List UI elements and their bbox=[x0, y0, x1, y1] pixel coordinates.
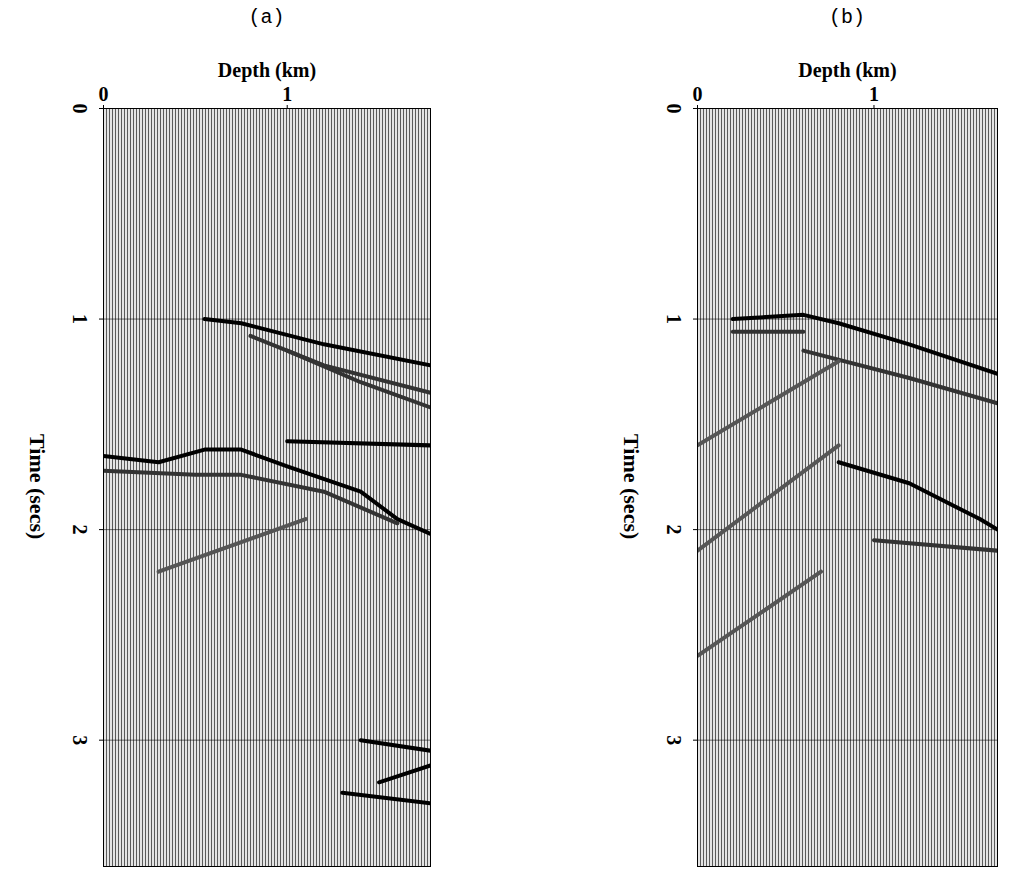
html-text:(b): (b) bbox=[829, 6, 865, 29]
svg-text:Depth (km): Depth (km) bbox=[218, 59, 316, 82]
svg-text:3: 3 bbox=[69, 735, 91, 745]
html-text:Time (secs): Time (secs) bbox=[25, 434, 50, 540]
svg-text:1: 1 bbox=[869, 83, 879, 105]
svg-text:0: 0 bbox=[99, 83, 109, 105]
svg-text:0: 0 bbox=[693, 83, 703, 105]
svg-text:1: 1 bbox=[69, 314, 91, 324]
html-text:Time (secs): Time (secs) bbox=[619, 434, 644, 540]
svg-text:3: 3 bbox=[663, 735, 685, 745]
html-text:(a): (a) bbox=[248, 6, 285, 29]
svg-text:0: 0 bbox=[69, 104, 91, 114]
svg-text:2: 2 bbox=[663, 525, 685, 535]
svg-text:1: 1 bbox=[282, 83, 292, 105]
svg-text:1: 1 bbox=[663, 314, 685, 324]
svg-text:Depth (km): Depth (km) bbox=[798, 59, 896, 82]
svg-text:0: 0 bbox=[663, 104, 685, 114]
svg-text:2: 2 bbox=[69, 525, 91, 535]
